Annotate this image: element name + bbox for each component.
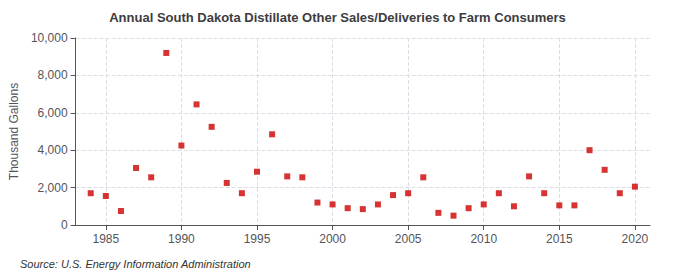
- svg-text:10,000: 10,000: [31, 31, 68, 45]
- svg-text:2010: 2010: [470, 232, 497, 246]
- svg-text:Thousand Gallons: Thousand Gallons: [7, 83, 21, 180]
- svg-text:1985: 1985: [92, 232, 119, 246]
- svg-text:6,000: 6,000: [38, 106, 68, 120]
- svg-text:2,000: 2,000: [38, 181, 68, 195]
- svg-text:0: 0: [61, 218, 68, 232]
- svg-text:4,000: 4,000: [38, 143, 68, 157]
- svg-text:1990: 1990: [168, 232, 195, 246]
- svg-text:2015: 2015: [546, 232, 573, 246]
- svg-text:Source: U.S. Energy Informatio: Source: U.S. Energy Information Administ…: [20, 258, 251, 270]
- svg-text:2020: 2020: [622, 232, 649, 246]
- svg-text:2000: 2000: [319, 232, 346, 246]
- svg-text:Annual South Dakota Distillate: Annual South Dakota Distillate Other Sal…: [109, 10, 566, 25]
- svg-text:1995: 1995: [244, 232, 271, 246]
- svg-text:8,000: 8,000: [38, 68, 68, 82]
- svg-text:2005: 2005: [395, 232, 422, 246]
